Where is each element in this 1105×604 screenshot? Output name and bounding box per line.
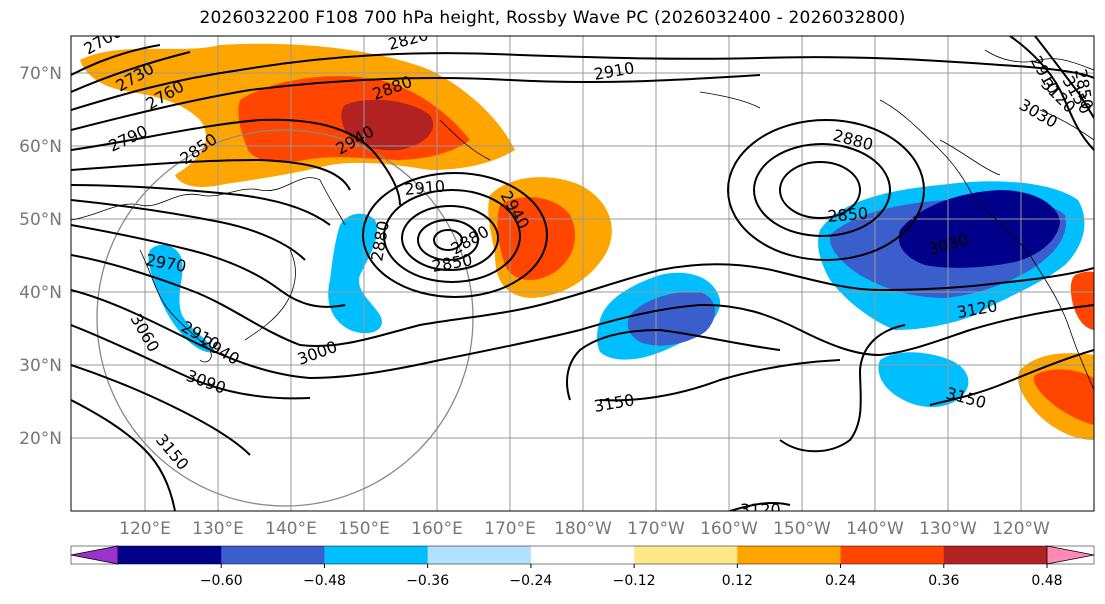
colorbar-ticks: −0.60 −0.48 −0.36 −0.24 −0.12 0.12 0.24 0.36 0.4… — [200, 564, 1063, 589]
lon-tick-label: 140°W — [846, 519, 904, 539]
contour-label: 3120 — [740, 500, 781, 519]
contour-label: 2850 — [827, 204, 869, 226]
colorbar-tick-label: −0.48 — [303, 573, 346, 589]
negative-anomaly-hawaii — [878, 352, 969, 407]
lon-tick-label: 130°E — [192, 519, 244, 539]
lat-tick-label: 50°N — [19, 210, 62, 230]
lat-tick-label: 20°N — [19, 429, 62, 449]
colorbar-cell — [634, 546, 738, 564]
colorbar: −0.60 −0.48 −0.36 −0.24 −0.12 0.12 0.24 0.36 0.4… — [70, 545, 1095, 589]
lat-tick-label: 30°N — [19, 356, 62, 376]
colorbar-tick-label: 0.12 — [722, 573, 753, 589]
colorbar-tick-label: 0.36 — [928, 573, 959, 589]
lon-tick-label: 120°W — [992, 519, 1050, 539]
colorbar-extend-left — [70, 545, 119, 565]
colorbar-cell — [840, 546, 945, 564]
colorbar-tick-label: −0.24 — [509, 573, 552, 589]
lon-tick-label: 160°W — [700, 519, 758, 539]
height-contours — [71, 36, 1094, 511]
lon-tick-label: 180°W — [554, 519, 612, 539]
colorbar-cell — [324, 546, 429, 564]
colorbar-cell — [118, 546, 222, 564]
lon-tick-label: 150°E — [338, 519, 390, 539]
positive-anomaly-pacific-core — [497, 197, 575, 281]
colorbar-tick-label: 0.24 — [825, 573, 856, 589]
colorbar-cell — [427, 546, 532, 564]
negative-anomaly-japan — [328, 213, 382, 334]
lon-tick-label: 140°E — [265, 519, 317, 539]
contour-label: 2910 — [404, 177, 446, 199]
lat-tick-label: 40°N — [19, 283, 62, 303]
colorbar-tick-label: −0.36 — [406, 573, 449, 589]
colorbar-cell — [221, 546, 325, 564]
colorbar-extend-right — [1046, 545, 1095, 565]
lon-tick-label: 170°E — [484, 519, 536, 539]
lat-tick-label: 60°N — [19, 137, 62, 157]
lon-ticks: 120°E 130°E 140°E 150°E 160°E 170°E 180°… — [119, 519, 1050, 539]
colorbar-cells — [118, 546, 1048, 564]
negative-anomaly-alaska-core — [898, 190, 1060, 268]
lon-tick-label: 120°E — [119, 519, 171, 539]
positive-anomaly-edge — [1070, 271, 1094, 330]
lon-tick-label: 170°W — [627, 519, 685, 539]
graticule — [71, 36, 1094, 511]
colorbar-outline — [70, 545, 1095, 565]
lon-tick-label: 160°E — [411, 519, 463, 539]
contour-label: 2850 — [1071, 67, 1097, 110]
colorbar-cell — [737, 546, 842, 564]
lon-tick-label: 150°W — [773, 519, 831, 539]
map-title: 2026032200 F108 700 hPa height, Rossby W… — [199, 8, 906, 28]
colorbar-tick-label: −0.12 — [613, 573, 656, 589]
colorbar-cell — [530, 546, 635, 564]
colorbar-tick-label: −0.60 — [200, 573, 243, 589]
map-frame — [70, 35, 1095, 512]
positive-anomaly-westcoast-core — [1033, 369, 1094, 425]
lon-tick-label: 130°W — [919, 519, 977, 539]
lat-tick-label: 70°N — [19, 64, 62, 84]
lat-ticks: 70°N 60°N 50°N 40°N 30°N 20°N — [19, 64, 62, 449]
colorbar-tick-label: 0.48 — [1031, 573, 1062, 589]
colorbar-cell — [943, 546, 1048, 564]
negative-anomaly-korea — [148, 244, 215, 353]
